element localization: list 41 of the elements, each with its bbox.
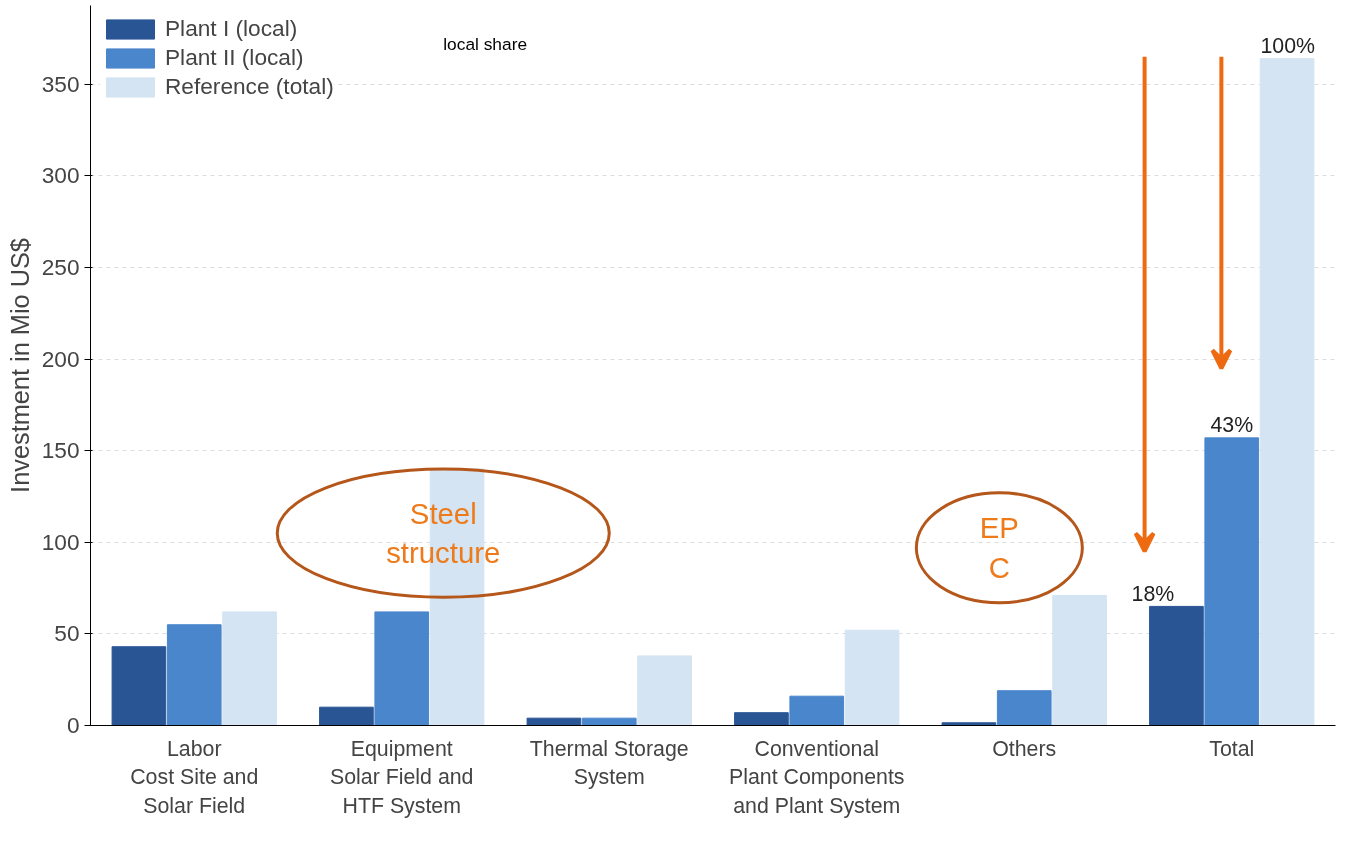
x-tick-label: Conventional Plant Components and Plant System: [729, 736, 905, 819]
bar: [996, 690, 1052, 726]
legend-label: Reference (total): [165, 73, 334, 100]
bar: [111, 646, 167, 726]
annotation: Steel structure: [386, 496, 501, 570]
bar: [581, 717, 637, 726]
annotation: 100%: [1260, 33, 1316, 58]
bar: [1052, 594, 1107, 726]
bar: [319, 706, 374, 726]
y-axis-title: Investment in Mio US$: [5, 238, 34, 493]
bar: [637, 655, 692, 726]
legend-label: Plant II (local): [165, 44, 304, 71]
y-tick-label: 100: [41, 528, 80, 555]
annotation: local share: [443, 33, 528, 54]
y-tick-label: 200: [41, 345, 80, 372]
x-tick-label: Others: [992, 736, 1057, 761]
y-tick-label: 50: [54, 620, 80, 647]
bar: [941, 722, 997, 726]
y-tick-label: 0: [66, 712, 80, 738]
x-tick-label: Thermal Storage System: [529, 736, 689, 790]
annotation: 43%: [1210, 413, 1254, 438]
y-tick-label: 150: [41, 437, 80, 464]
x-tick-label: Total: [1209, 736, 1255, 761]
y-tick-label: 350: [41, 70, 80, 97]
bar: [526, 717, 582, 726]
bar: [166, 624, 222, 726]
bar: [1259, 58, 1315, 726]
legend-label: Plant I (local): [165, 15, 298, 42]
bar: [1204, 437, 1260, 726]
bar: [374, 611, 430, 726]
bar: [1149, 605, 1204, 726]
bar: [844, 629, 900, 726]
annotation: EP C: [979, 511, 1019, 585]
y-tick-label: 250: [41, 253, 80, 280]
bar: [789, 695, 845, 726]
annotation: 18%: [1131, 581, 1175, 606]
x-tick-label: Equipment Solar Field and HTF System: [330, 736, 474, 819]
y-tick-label: 300: [41, 162, 80, 189]
x-tick-label: Labor Cost Site and Solar Field: [130, 736, 259, 819]
bar: [222, 611, 277, 726]
bar: [734, 712, 789, 726]
